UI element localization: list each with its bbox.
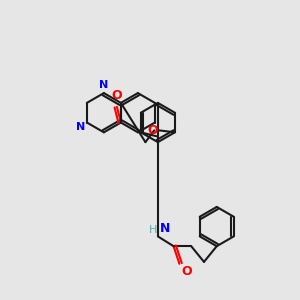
Text: O: O	[112, 89, 122, 102]
Text: N: N	[99, 80, 109, 90]
Text: O: O	[182, 265, 192, 278]
Text: N: N	[160, 222, 170, 236]
Text: N: N	[76, 122, 85, 131]
Text: H: H	[148, 225, 157, 236]
Text: O: O	[148, 124, 158, 137]
